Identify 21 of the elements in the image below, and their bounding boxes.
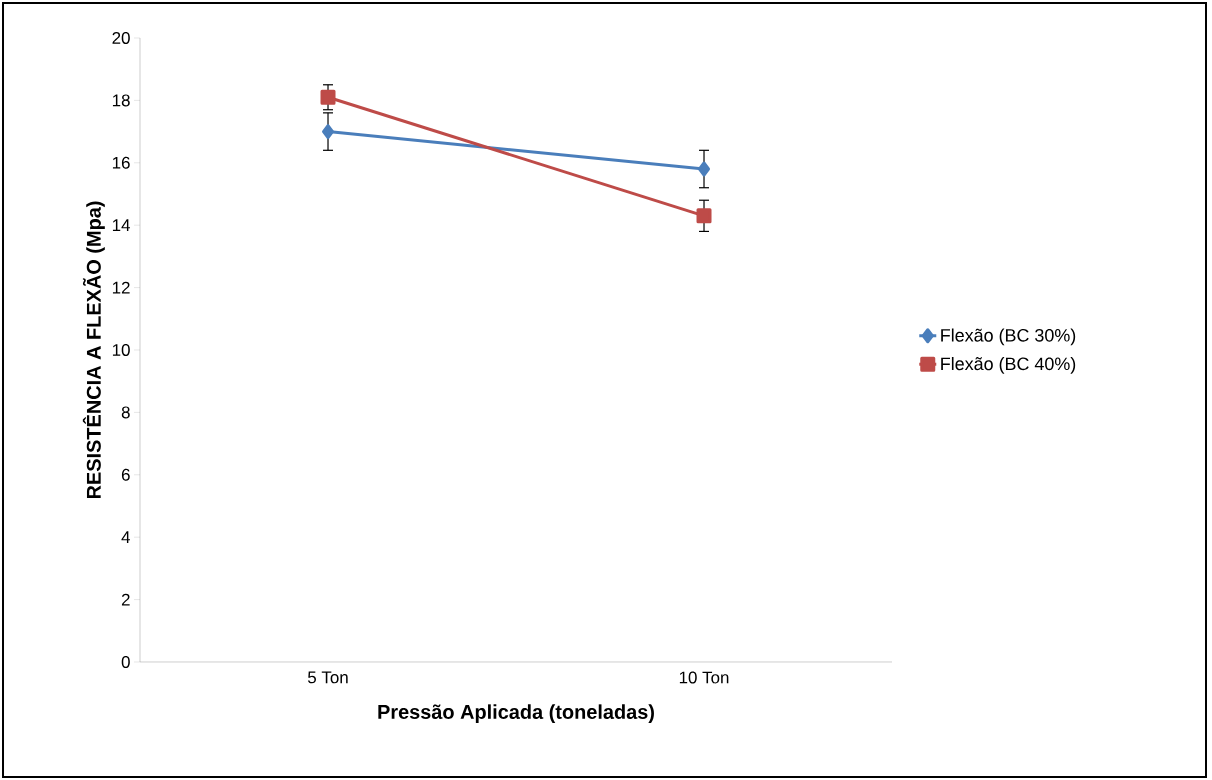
x-axis-title: Pressão Aplicada (toneladas)	[378, 704, 654, 723]
y-tick-label: 18	[112, 94, 130, 107]
y-tick-label: 10	[112, 343, 130, 356]
y-tick-label: 20	[112, 31, 130, 44]
x-tick-label: 10 Ton	[679, 671, 729, 684]
y-tick-label: 16	[112, 156, 130, 169]
y-tick-label: 14	[112, 219, 130, 232]
y-tick-label: 0	[121, 655, 130, 668]
point	[696, 208, 712, 224]
point	[698, 161, 711, 177]
y-tick-label: 2	[121, 593, 130, 606]
point	[320, 89, 336, 105]
legend-label: Flexão (BC 40%)	[941, 356, 1076, 374]
legend-label: Flexão (BC 30%)	[941, 328, 1076, 346]
x-tick-label: 5 Ton	[307, 671, 348, 684]
y-tick-label: 4	[121, 531, 130, 544]
y-tick-label: 12	[112, 281, 130, 294]
y-axis-title: RESISTÊNCIA A FLEXÃO (Mpa)	[82, 201, 105, 499]
y-tick-label: 8	[121, 406, 130, 419]
point	[322, 124, 335, 140]
y-tick-label: 6	[121, 468, 130, 481]
